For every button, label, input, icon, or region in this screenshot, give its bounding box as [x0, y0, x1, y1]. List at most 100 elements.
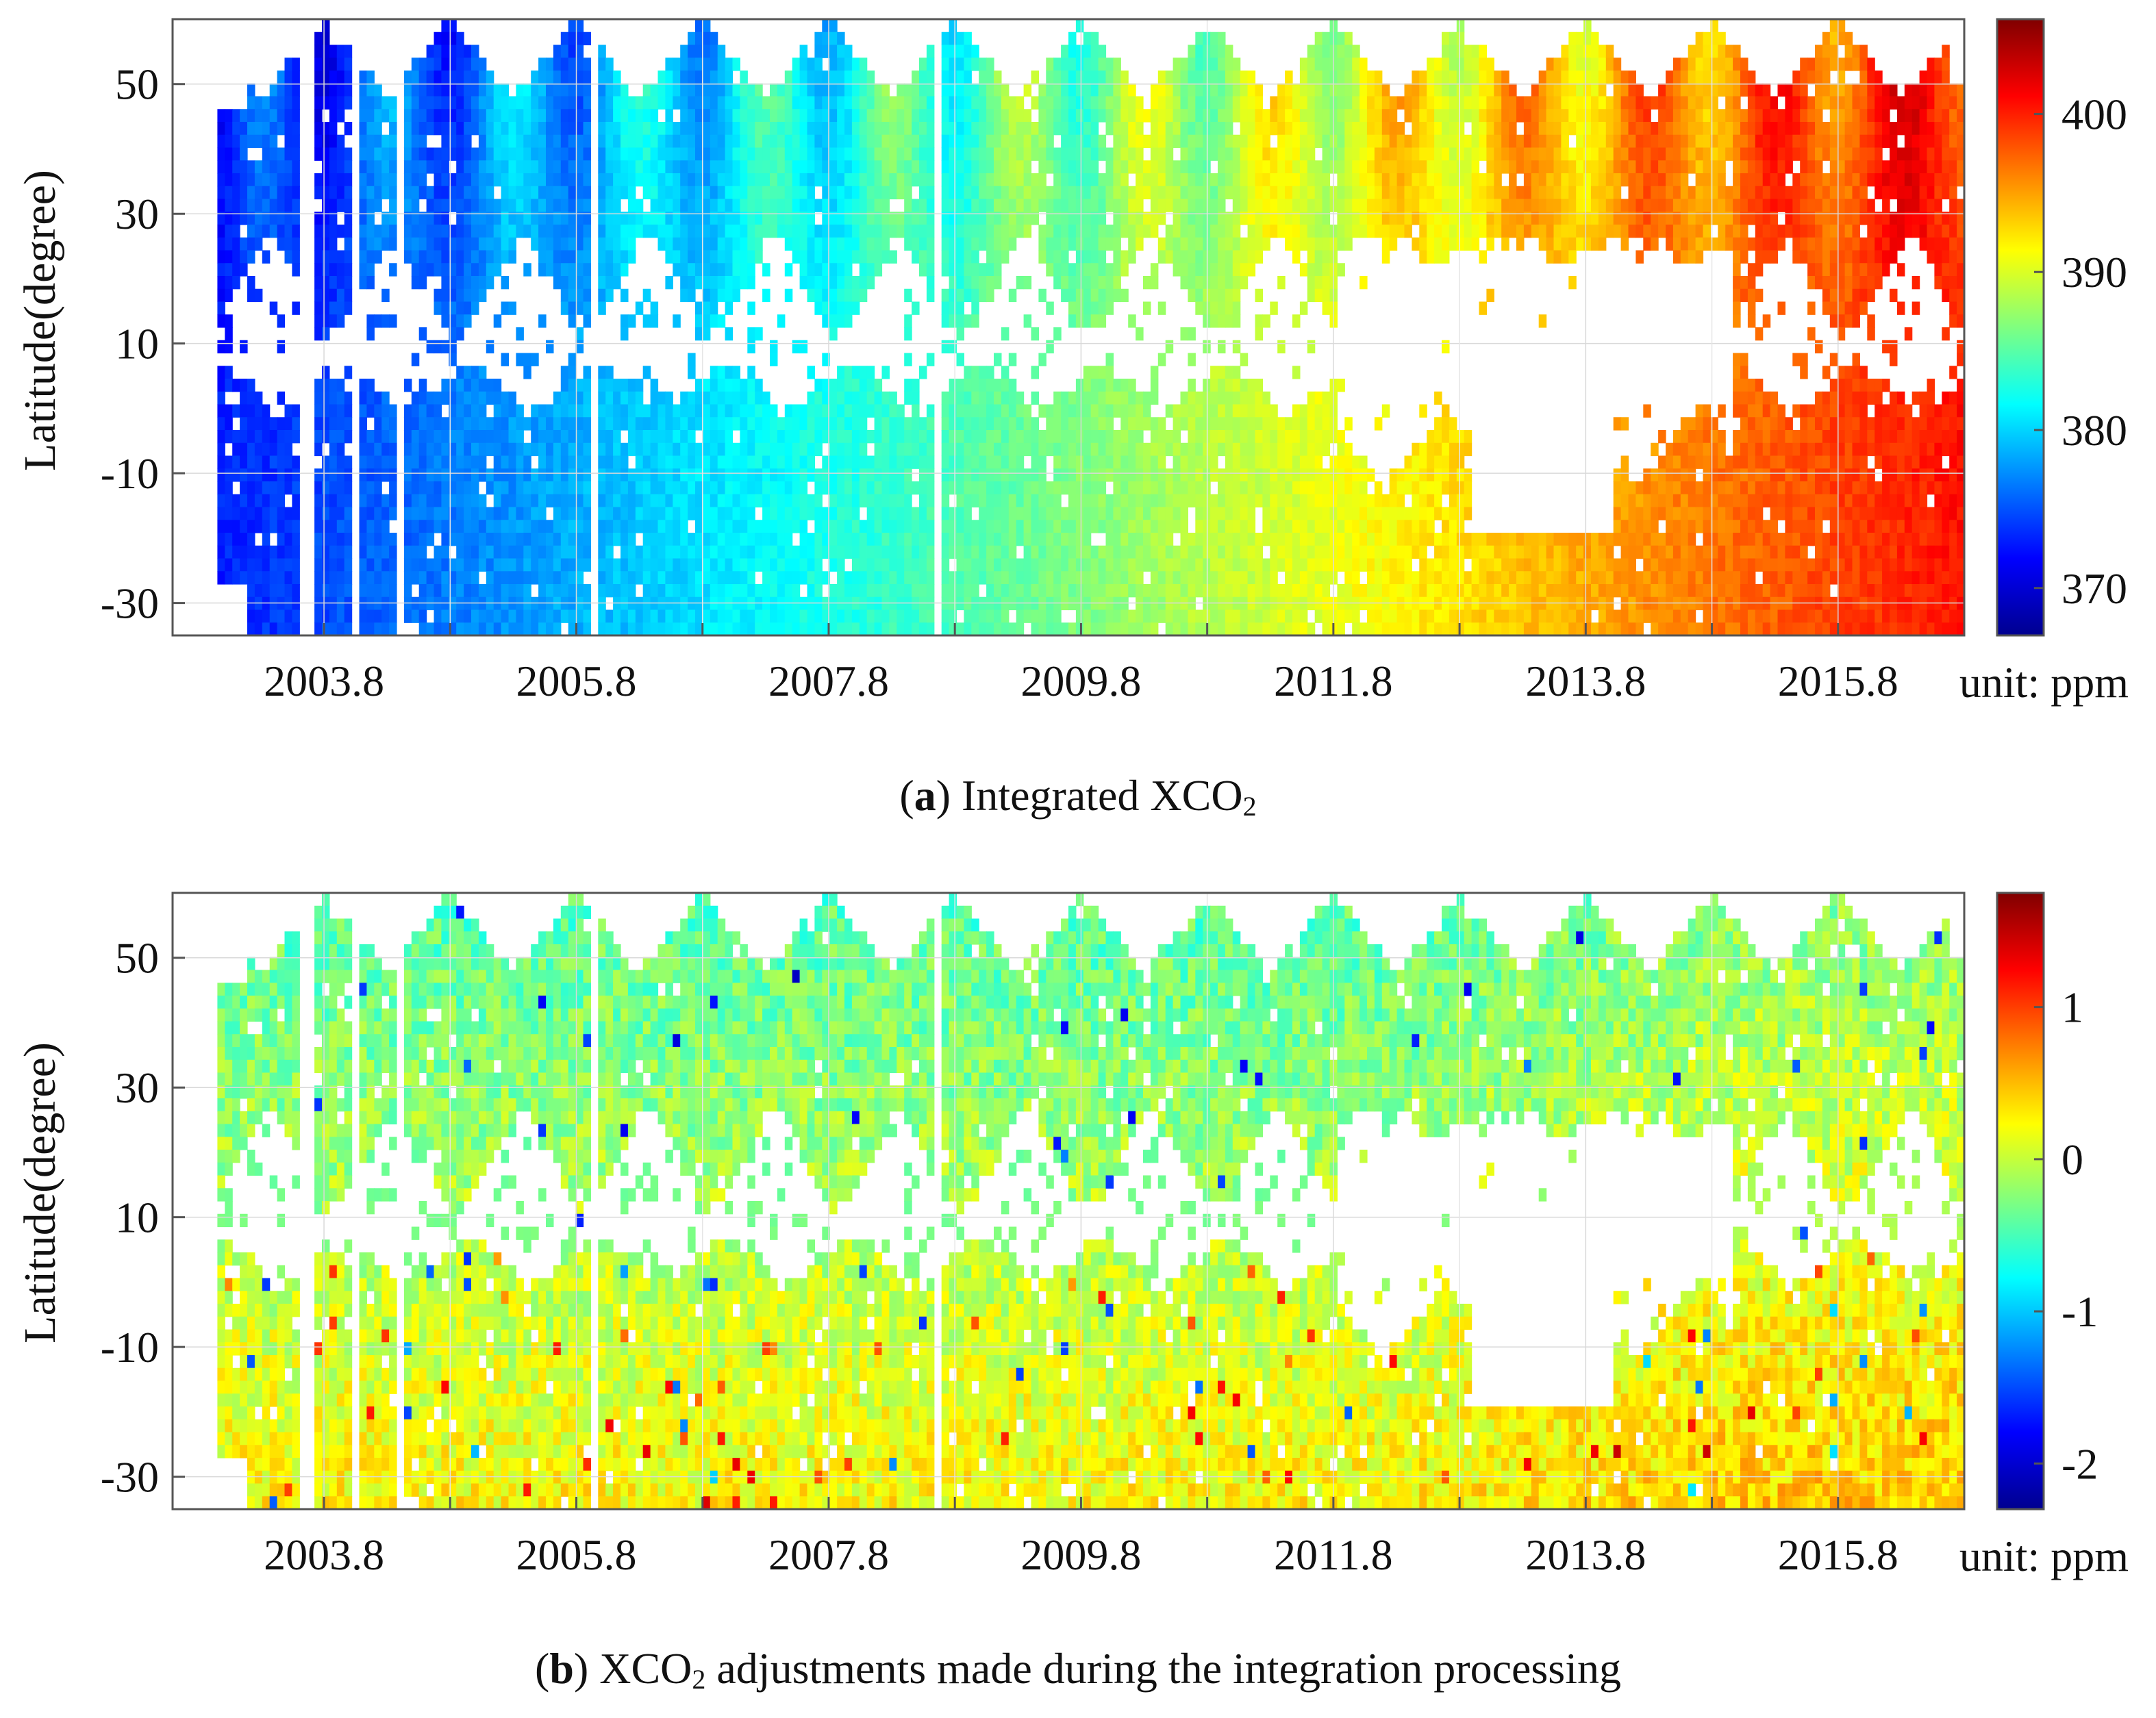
heatmap-cell [755, 173, 763, 187]
heatmap-cell [859, 520, 868, 533]
heatmap-cell [1262, 186, 1270, 200]
heatmap-cell [904, 122, 912, 136]
heatmap-cell [411, 417, 420, 431]
heatmap-cell [642, 622, 651, 636]
heatmap-cell [344, 288, 353, 303]
heatmap-cell [322, 507, 330, 520]
heatmap-cell [777, 533, 786, 546]
heatmap-cell [986, 58, 994, 71]
heatmap-cell [374, 225, 382, 238]
heatmap-cell [269, 442, 278, 457]
heatmap-cell [464, 404, 472, 418]
heatmap-cell [366, 199, 375, 212]
heatmap-cell [732, 225, 740, 238]
heatmap-cell [501, 225, 510, 238]
heatmap-cell [1128, 83, 1136, 97]
heatmap-cell [1083, 545, 1092, 559]
heatmap-cell [1016, 558, 1025, 572]
heatmap-cell [866, 622, 875, 636]
heatmap-cell [1150, 96, 1159, 110]
heatmap-cell [598, 83, 606, 97]
heatmap-cell [1143, 134, 1151, 149]
heatmap-cell [247, 609, 255, 623]
heatmap-cell [881, 481, 890, 495]
heatmap-cell [956, 379, 964, 392]
heatmap-cell [949, 58, 957, 71]
heatmap-cell [277, 391, 286, 405]
heatmap-cell [314, 430, 323, 444]
heatmap-cell [837, 250, 845, 264]
heatmap-cell [1090, 404, 1099, 418]
heatmap-cell [359, 173, 367, 187]
heatmap-cell [1083, 134, 1092, 149]
heatmap-cell [262, 160, 271, 174]
heatmap-cell [575, 520, 584, 533]
heatmap-cell [784, 96, 793, 110]
heatmap-cell [441, 96, 449, 110]
heatmap-cell [688, 609, 696, 623]
heatmap-cell [1195, 45, 1203, 58]
heatmap-cell [680, 442, 688, 457]
heatmap-cell [1046, 622, 1054, 636]
heatmap-cell [695, 250, 703, 264]
heatmap-cell [1218, 250, 1226, 264]
heatmap-cell [657, 558, 666, 572]
heatmap-cell [1262, 507, 1270, 520]
heatmap-cell [747, 250, 755, 264]
heatmap-cell [627, 558, 636, 572]
heatmap-cell [1143, 596, 1151, 611]
heatmap-cell [851, 571, 860, 585]
heatmap-cell [1023, 276, 1032, 290]
heatmap-cell [418, 160, 427, 174]
heatmap-cell [702, 545, 711, 559]
heatmap-cell [240, 173, 248, 187]
heatmap-cell [807, 71, 815, 84]
heatmap-cell [695, 96, 703, 110]
heatmap-cell [269, 199, 278, 212]
heatmap-cell [941, 250, 950, 264]
heatmap-cell [844, 134, 853, 149]
heatmap-cell [1105, 71, 1114, 84]
heatmap-cell [881, 173, 890, 187]
heatmap-cell [657, 609, 666, 623]
heatmap-cell [747, 173, 755, 187]
heatmap-cell [471, 404, 479, 418]
heatmap-cell [329, 45, 338, 58]
heatmap-cell [994, 520, 1002, 533]
heatmap-cell [702, 391, 711, 405]
heatmap-cell [1180, 404, 1188, 418]
heatmap-cell [755, 83, 763, 97]
heatmap-cell [381, 507, 390, 520]
heatmap-cell [501, 301, 510, 315]
heatmap-cell [254, 430, 263, 444]
heatmap-cell [732, 263, 740, 277]
heatmap-cell [1046, 199, 1054, 212]
heatmap-cell [919, 455, 927, 469]
heatmap-cell [1001, 237, 1010, 251]
heatmap-cell [1128, 212, 1136, 225]
heatmap-cell [1001, 430, 1010, 444]
heatmap-cell [971, 366, 979, 379]
heatmap-cell [874, 173, 883, 187]
heatmap-cell [292, 507, 300, 520]
heatmap-cell [1157, 609, 1166, 623]
heatmap-cell [889, 622, 897, 636]
heatmap-cell [1165, 109, 1174, 123]
heatmap-cell [1023, 468, 1032, 482]
heatmap-cell [464, 391, 472, 405]
heatmap-cell [732, 533, 740, 546]
heatmap-cell [1188, 58, 1196, 71]
heatmap-cell [829, 481, 838, 495]
heatmap-cell [471, 288, 479, 303]
heatmap-cell [807, 186, 815, 200]
heatmap-cell [434, 250, 442, 264]
heatmap-cell [449, 122, 457, 136]
heatmap-cell [1232, 417, 1241, 431]
heatmap-cell [621, 109, 629, 123]
heatmap-cell [725, 596, 734, 611]
heatmap-cell [613, 199, 621, 212]
heatmap-cell [650, 545, 659, 559]
heatmap-cell [770, 571, 778, 585]
heatmap-cell [441, 481, 449, 495]
heatmap-cell [456, 314, 464, 328]
